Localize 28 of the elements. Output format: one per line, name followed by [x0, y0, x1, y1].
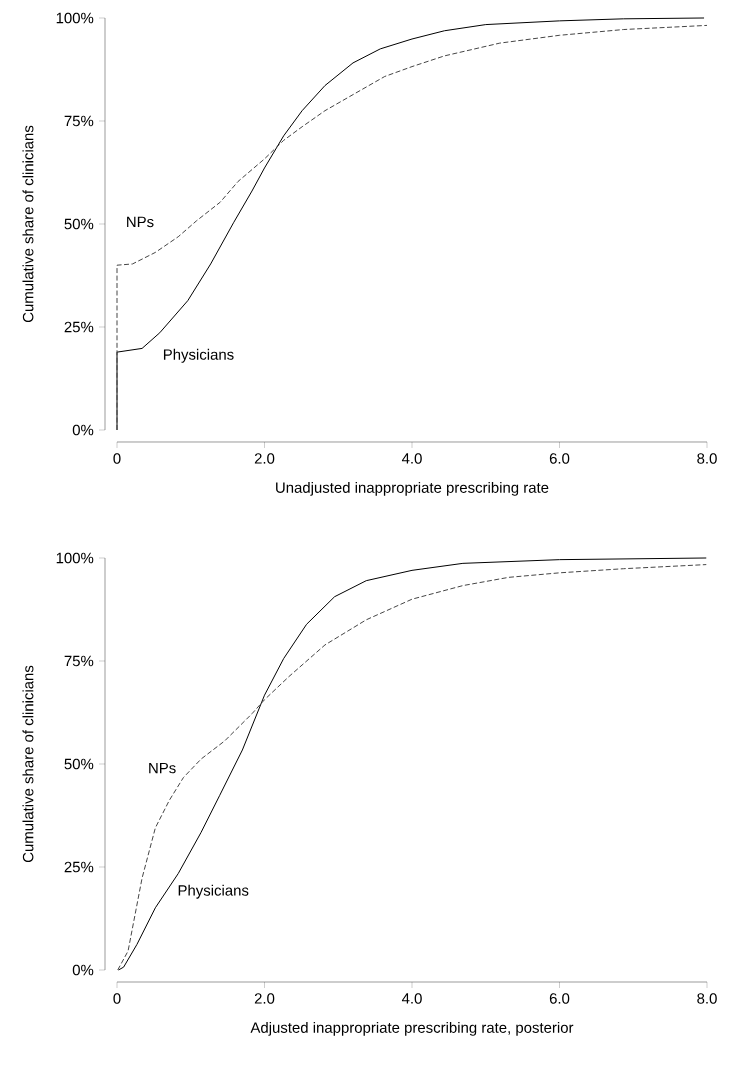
y-axis-title: Cumulative share of clinicians — [22, 125, 34, 323]
x-axis-title: Adjusted inappropriate prescribing rate, posterior — [250, 1021, 574, 1036]
y-axis-title: Cumulative share of clinicians — [22, 665, 34, 863]
y-tick-label: 50% — [64, 758, 94, 770]
series-label: NPs — [149, 762, 176, 774]
x-tick-label: 8.0 — [697, 453, 717, 464]
y-tick-label: 50% — [64, 218, 94, 230]
x-axis-title: Unadjusted inappropriate prescribing rate — [276, 481, 549, 496]
x-tick-label: 4.0 — [401, 993, 422, 1004]
series-label: NPs — [127, 216, 154, 228]
y-tick-label: 25% — [64, 321, 94, 333]
x-tick-label: 2.0 — [254, 453, 275, 464]
series-label: Physicians — [163, 348, 234, 363]
x-tick-label: 0 — [113, 993, 121, 1004]
y-tick-label: 75% — [64, 115, 94, 127]
y-tick-label: 0% — [72, 964, 94, 976]
y-tick-label: 25% — [64, 861, 94, 873]
y-tick-label: 75% — [64, 655, 94, 667]
x-tick-label: 0 — [113, 453, 121, 464]
y-tick-label: 100% — [56, 552, 94, 564]
x-tick-label: 4.0 — [401, 453, 422, 464]
x-tick-label: 6.0 — [549, 993, 570, 1004]
y-tick-label: 0% — [72, 424, 94, 436]
x-tick-label: 8.0 — [697, 993, 717, 1004]
series-label: Physicians — [178, 884, 249, 899]
x-tick-label: 6.0 — [549, 453, 570, 464]
x-tick-label: 2.0 — [254, 993, 275, 1004]
y-tick-label: 100% — [56, 12, 94, 24]
